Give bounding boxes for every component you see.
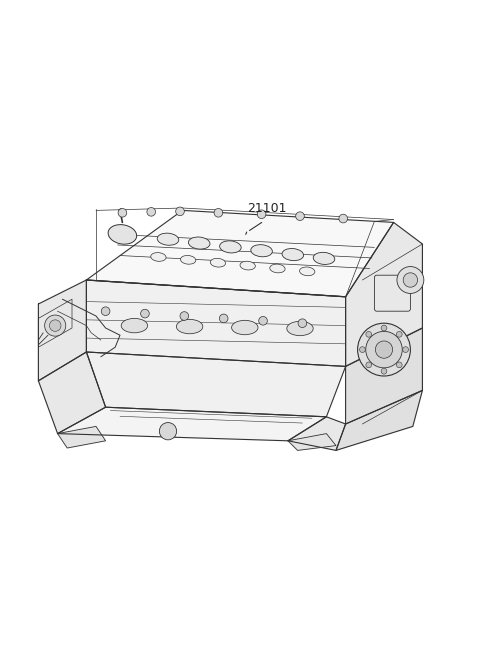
Circle shape	[366, 331, 402, 368]
Ellipse shape	[282, 249, 303, 260]
Polygon shape	[86, 352, 346, 417]
Circle shape	[147, 207, 156, 216]
Polygon shape	[38, 280, 86, 380]
Circle shape	[375, 341, 393, 358]
Circle shape	[45, 315, 66, 336]
Circle shape	[118, 209, 127, 217]
Polygon shape	[288, 417, 346, 451]
Circle shape	[360, 347, 365, 352]
Circle shape	[257, 210, 266, 218]
Circle shape	[159, 422, 177, 440]
Circle shape	[403, 273, 418, 287]
Ellipse shape	[287, 321, 313, 336]
Ellipse shape	[240, 261, 255, 270]
Ellipse shape	[189, 237, 210, 249]
Circle shape	[339, 215, 348, 223]
Circle shape	[214, 209, 223, 217]
Circle shape	[381, 368, 387, 374]
Circle shape	[176, 207, 184, 216]
Circle shape	[101, 307, 110, 316]
Circle shape	[366, 331, 372, 337]
Circle shape	[219, 314, 228, 323]
Polygon shape	[38, 352, 106, 434]
Circle shape	[397, 266, 424, 293]
Polygon shape	[38, 299, 72, 347]
Circle shape	[259, 316, 267, 325]
Ellipse shape	[180, 255, 196, 264]
Ellipse shape	[210, 258, 226, 267]
Ellipse shape	[108, 224, 137, 244]
Circle shape	[403, 347, 408, 352]
Circle shape	[396, 331, 402, 337]
Circle shape	[366, 362, 372, 368]
Ellipse shape	[313, 253, 335, 264]
Circle shape	[298, 319, 307, 327]
Ellipse shape	[270, 264, 285, 273]
Circle shape	[396, 362, 402, 368]
Ellipse shape	[177, 319, 203, 334]
Polygon shape	[336, 390, 422, 451]
Polygon shape	[86, 280, 346, 367]
Ellipse shape	[220, 241, 241, 253]
Ellipse shape	[232, 320, 258, 335]
Circle shape	[49, 320, 61, 331]
Text: 21101: 21101	[247, 202, 286, 215]
Ellipse shape	[151, 253, 166, 261]
Circle shape	[358, 323, 410, 376]
Ellipse shape	[300, 267, 315, 276]
Polygon shape	[86, 211, 394, 297]
Circle shape	[381, 325, 387, 331]
Ellipse shape	[251, 245, 272, 256]
Polygon shape	[288, 434, 336, 451]
Circle shape	[141, 309, 149, 318]
Ellipse shape	[121, 318, 148, 333]
Ellipse shape	[157, 233, 179, 245]
Polygon shape	[346, 328, 422, 424]
Circle shape	[180, 312, 189, 320]
Polygon shape	[58, 426, 106, 448]
Polygon shape	[58, 407, 326, 441]
FancyBboxPatch shape	[374, 276, 410, 311]
Polygon shape	[346, 222, 422, 367]
Circle shape	[296, 212, 304, 220]
